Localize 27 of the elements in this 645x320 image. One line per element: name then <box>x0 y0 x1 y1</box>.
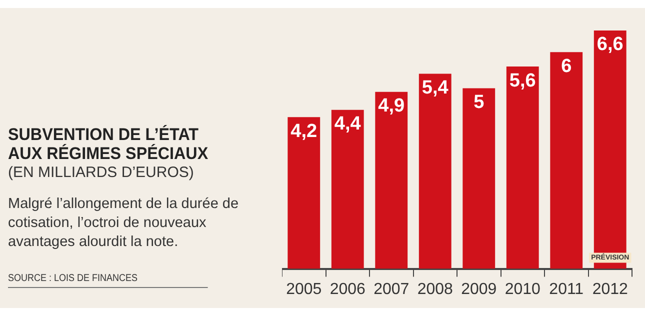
x-tick-label: 2010 <box>504 280 541 298</box>
text: SUBVENTION DE L’ÉTAT AUX RÉGIMES SPÉCIAUX <box>8 125 210 163</box>
x-tick-label: 2005 <box>286 280 322 298</box>
bar <box>288 117 320 269</box>
data-label: 4,9 <box>378 96 405 117</box>
source-note: SOURCE : LOIS DE FINANCES <box>8 273 208 288</box>
bar <box>462 88 496 269</box>
data-label: 5 <box>474 92 485 113</box>
x-tick-label: 2008 <box>417 280 454 298</box>
x-tick-label: 2009 <box>461 280 497 298</box>
bar <box>418 74 452 269</box>
x-tick-label: 2006 <box>330 280 366 298</box>
x-tick-label: 2012 <box>592 280 628 298</box>
bar <box>331 110 364 269</box>
text: Malgré l’allongement de la durée de cotisation, l’octroi de nouveaux avantages alourdit la note. <box>8 195 240 252</box>
x-tick-label: 2007 <box>374 280 410 298</box>
text: (EN MILLIARDS D’EUROS) <box>8 164 194 181</box>
data-label: 6 <box>561 56 572 77</box>
bar <box>375 92 408 269</box>
data-label: 5,4 <box>422 78 449 99</box>
data-label: 4,2 <box>290 120 318 142</box>
bar <box>550 52 583 269</box>
bar <box>506 66 539 269</box>
data-label: 6,6 <box>596 34 624 56</box>
x-tick-label: 2011 <box>549 280 584 298</box>
data-label: 5,6 <box>509 70 536 92</box>
data-label: 4,4 <box>334 114 362 135</box>
